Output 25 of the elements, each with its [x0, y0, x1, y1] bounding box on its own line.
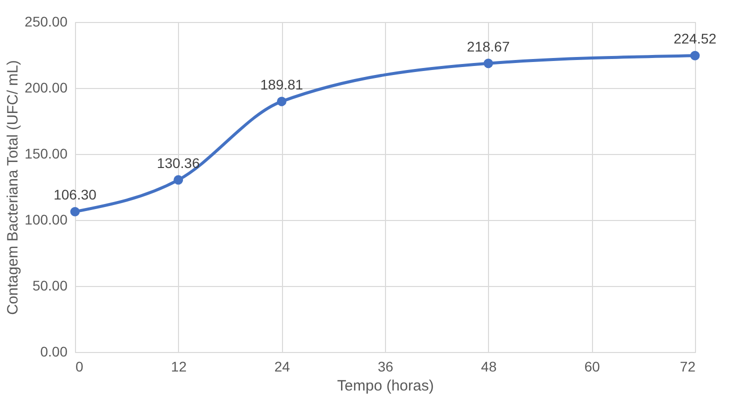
x-tick-label: 24: [274, 358, 290, 374]
point: [174, 175, 184, 185]
x-tick-label: 36: [378, 358, 394, 374]
point: [276, 96, 286, 106]
y-tick-label: 0.00: [40, 344, 68, 360]
data-label: 130.36: [156, 154, 200, 171]
x-tick-label: 48: [481, 358, 497, 374]
y-tick-label: 50.00: [32, 278, 68, 294]
y-tick-label: 200.00: [24, 80, 68, 96]
y-tick-label: 150.00: [24, 146, 68, 162]
x-tick-label: 12: [171, 358, 187, 374]
data-label: 218.67: [466, 38, 510, 54]
data-label: 106.30: [54, 186, 97, 203]
data-label: 189.81: [260, 76, 304, 92]
y-axis-title: Contagem Bacteriana Total (UFC/ mL): [4, 60, 22, 315]
x-axis-title: Tempo (horas): [337, 378, 434, 394]
x-tick-label: 72: [680, 358, 696, 374]
point: [484, 58, 494, 68]
x-tick-label: 0: [76, 358, 84, 374]
data-label: 224.52: [674, 30, 717, 47]
point: [70, 206, 80, 216]
x-tick-label: 60: [584, 358, 600, 374]
y-tick-label: 100.00: [24, 212, 68, 228]
y-tick-label: 250.00: [24, 14, 68, 30]
point: [690, 50, 700, 60]
